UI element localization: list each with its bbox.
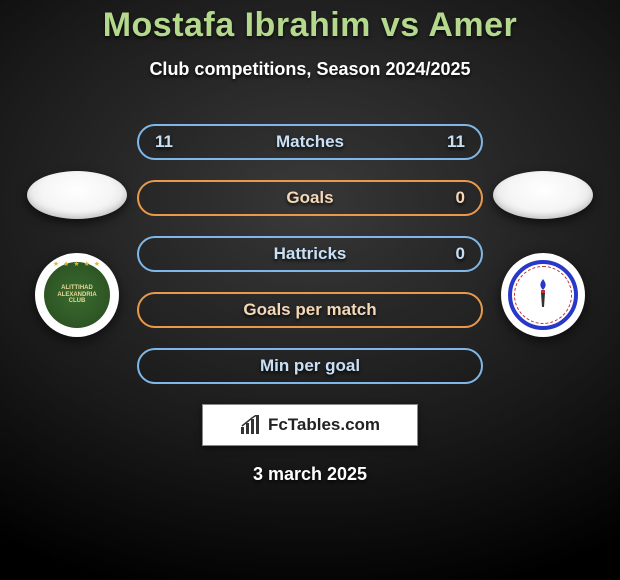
stat-label: Min per goal [260,356,360,376]
player-right-avatar [493,171,593,219]
stat-row: Goals per match [137,287,483,333]
club-left-name: ALITTIHADALEXANDRIACLUB [57,285,96,305]
main-container: Mostafa Ibrahim vs Amer Club competition… [0,0,620,580]
stat-label: Goals [286,188,333,208]
club-left-badge: ★ ★ ★ ★ ★ ★ ★ ALITTIHADALEXANDRIACLUB [35,253,119,337]
stat-label: Matches [276,132,344,152]
stars-icon: ★ ★ ★ ★ ★ ★ ★ [43,260,112,268]
comparison-row: ★ ★ ★ ★ ★ ★ ★ ALITTIHADALEXANDRIACLUB 11… [0,114,620,394]
stats-column: 11 11 Matches 0 Goals 0 Hattricks Goals per mat… [137,114,483,394]
stat-label: Hattricks [274,244,347,264]
branding-box[interactable]: FcTables.com [202,404,418,446]
stat-row: 0 Goals [137,175,483,221]
stat-right-value: 0 [445,244,465,264]
stat-row: 11 11 Matches [137,119,483,165]
club-right-badge [501,253,585,337]
stat-right-value: 0 [445,188,465,208]
stat-left-value: 11 [155,132,175,152]
stat-row: Min per goal [137,343,483,389]
left-column: ★ ★ ★ ★ ★ ★ ★ ALITTIHADALEXANDRIACLUB [17,171,137,337]
date-text: 3 march 2025 [0,464,620,485]
branding-text: FcTables.com [268,415,380,435]
stat-label: Goals per match [243,300,376,320]
chart-icon [240,415,262,435]
player-left-avatar [27,171,127,219]
page-title: Mostafa Ibrahim vs Amer [0,6,620,45]
right-column [483,171,603,337]
page-subtitle: Club competitions, Season 2024/2025 [0,59,620,80]
stat-right-value: 11 [445,132,465,152]
stat-row: 0 Hattricks [137,231,483,277]
